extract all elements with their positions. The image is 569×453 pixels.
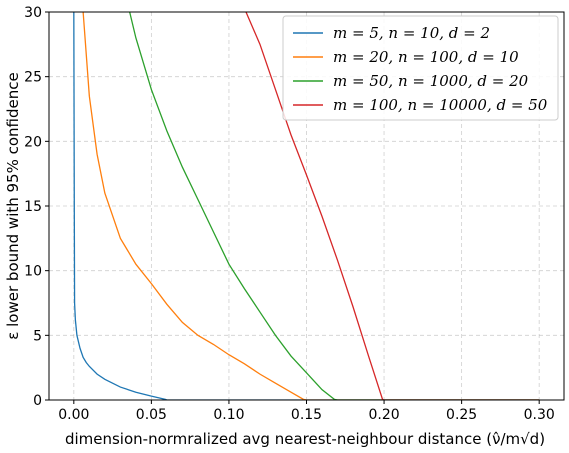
series-line-4 bbox=[245, 12, 540, 400]
x-tick-label: 0.30 bbox=[524, 407, 555, 423]
series-line-3 bbox=[129, 12, 540, 400]
legend: m = 5, n = 10, d = 2 m = 20, n = 100, d =… bbox=[282, 15, 559, 121]
x-tick-label: 0.25 bbox=[446, 407, 477, 423]
y-axis-label: ε lower bound with 95% confidence bbox=[4, 72, 22, 339]
y-axis-ticks: 0 5 10 15 20 25 30 bbox=[24, 5, 49, 409]
y-tick-label: 0 bbox=[33, 393, 42, 409]
y-tick-label: 5 bbox=[33, 328, 42, 344]
y-tick-label: 15 bbox=[24, 199, 42, 215]
series-line-1 bbox=[73, 12, 540, 400]
legend-label: m = 50, n = 1000, d = 20 bbox=[333, 72, 529, 90]
x-tick-label: 0.20 bbox=[368, 407, 399, 423]
x-tick-label: 0.15 bbox=[291, 407, 322, 423]
x-tick-label: 0.00 bbox=[58, 407, 89, 423]
y-tick-label: 20 bbox=[24, 134, 42, 150]
legend-label: m = 20, n = 100, d = 10 bbox=[333, 48, 519, 66]
x-tick-label: 0.05 bbox=[136, 407, 167, 423]
legend-box bbox=[282, 15, 559, 121]
y-tick-label: 30 bbox=[24, 5, 42, 21]
x-tick-label: 0.10 bbox=[213, 407, 244, 423]
legend-label: m = 5, n = 10, d = 2 bbox=[333, 24, 490, 42]
legend-label: m = 100, n = 10000, d = 50 bbox=[333, 96, 548, 114]
x-axis-ticks: 0.00 0.05 0.10 0.15 0.20 0.25 0.30 bbox=[58, 400, 555, 423]
x-axis-label: dimension-normralized avg nearest-neighb… bbox=[65, 430, 545, 448]
y-tick-label: 10 bbox=[24, 264, 42, 280]
y-tick-label: 25 bbox=[24, 70, 42, 86]
